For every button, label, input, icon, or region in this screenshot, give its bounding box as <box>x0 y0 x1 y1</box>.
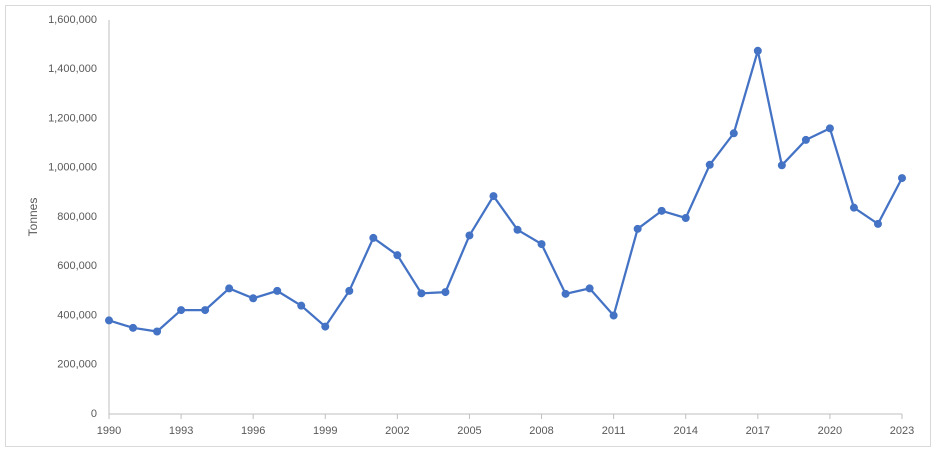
y-tick-label: 1,200,000 <box>48 112 97 124</box>
chart-frame <box>5 5 931 447</box>
y-tick-label: 400,000 <box>57 309 97 321</box>
data-point <box>729 129 738 138</box>
data-point <box>705 160 714 169</box>
data-point <box>777 161 786 170</box>
y-tick-label: 200,000 <box>57 359 97 371</box>
x-tick-label: 2023 <box>890 425 914 437</box>
data-point <box>513 225 522 234</box>
data-point <box>873 219 882 228</box>
data-point <box>105 316 113 325</box>
data-point <box>537 240 546 249</box>
data-point <box>369 233 378 242</box>
data-point <box>657 206 666 215</box>
x-tick-label: 1996 <box>241 425 265 437</box>
data-point <box>249 294 258 303</box>
data-point <box>561 289 570 298</box>
x-tick-label: 2002 <box>385 425 409 437</box>
x-tick-label: 2020 <box>818 425 842 437</box>
data-point <box>201 306 210 315</box>
x-tick-label: 2008 <box>529 425 553 437</box>
x-tick-label: 2014 <box>673 425 697 437</box>
data-point <box>297 301 306 310</box>
y-tick-label: 800,000 <box>57 211 97 223</box>
y-tick-label: 1,600,000 <box>48 14 97 26</box>
data-point <box>489 192 498 201</box>
data-point <box>153 327 162 336</box>
data-point <box>465 231 474 240</box>
data-point <box>273 286 282 295</box>
data-line <box>108 50 903 333</box>
data-point <box>417 289 426 298</box>
data-point <box>441 288 450 297</box>
y-tick-label: 600,000 <box>57 260 97 272</box>
data-point <box>825 124 834 133</box>
x-tick-label: 1999 <box>313 425 337 437</box>
data-point <box>898 174 906 183</box>
x-tick-label: 1993 <box>169 425 193 437</box>
y-tick-label: 1,000,000 <box>48 162 97 174</box>
x-tick-label: 2017 <box>746 425 770 437</box>
y-tick-label: 1,400,000 <box>48 63 97 75</box>
data-point <box>801 135 810 144</box>
y-tick-label: 0 <box>91 408 97 420</box>
data-point <box>609 311 618 320</box>
data-point <box>225 284 234 293</box>
x-tick-label: 2011 <box>602 425 626 437</box>
data-point <box>321 322 330 331</box>
data-point <box>177 306 186 315</box>
data-point <box>129 323 138 332</box>
data-point <box>393 251 402 260</box>
data-point <box>681 213 690 222</box>
data-point <box>753 46 762 55</box>
data-point <box>849 203 858 212</box>
x-tick-label: 1990 <box>97 425 121 437</box>
data-point <box>585 284 594 293</box>
data-point <box>345 286 354 295</box>
y-axis-label: Tonnes <box>26 198 40 237</box>
x-tick-label: 2005 <box>457 425 481 437</box>
data-point <box>633 224 642 233</box>
